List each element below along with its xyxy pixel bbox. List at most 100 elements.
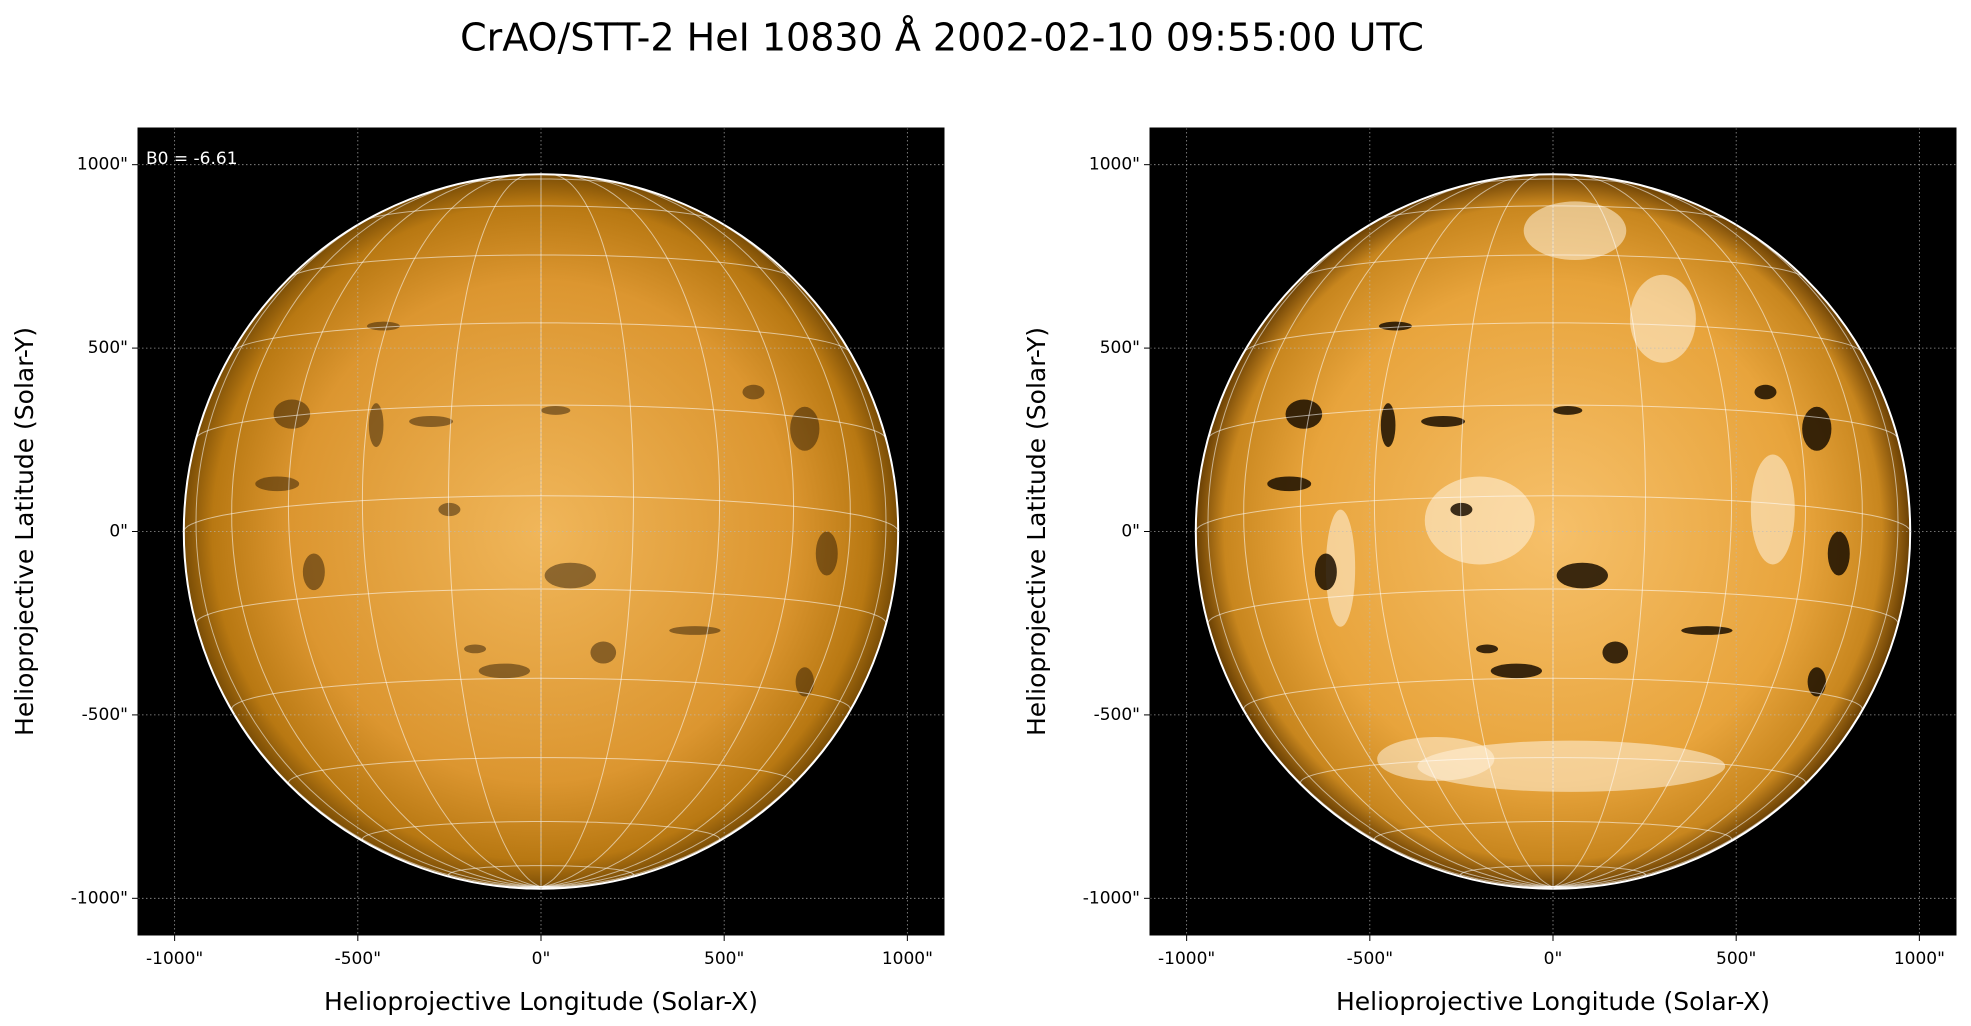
parallel	[1378, 205, 1728, 221]
y-tick-label: 0"	[109, 522, 128, 542]
filament	[409, 415, 454, 427]
x-axis-label: Helioprojective Longitude (Solar-X)	[1336, 987, 1770, 1016]
filament	[541, 406, 571, 415]
meridian	[540, 174, 635, 888]
x-tick-label: 0"	[532, 949, 551, 969]
meridian	[447, 174, 542, 888]
filament	[1476, 644, 1499, 654]
meridian	[195, 198, 542, 888]
filament	[1421, 415, 1466, 427]
filament	[478, 663, 531, 679]
bright-region	[1377, 736, 1495, 781]
meridian	[1243, 179, 1554, 888]
filament	[815, 531, 838, 576]
meridian	[1552, 174, 1733, 888]
filament	[544, 562, 596, 589]
filament	[1802, 406, 1832, 451]
y-tick-label: 500"	[88, 338, 128, 358]
parallel	[233, 322, 849, 352]
filament	[366, 321, 400, 331]
filament	[742, 384, 765, 400]
filament	[1267, 476, 1312, 492]
y-tick-label: 500"	[1100, 338, 1140, 358]
y-tick-label: -500"	[1094, 705, 1140, 725]
filament	[1681, 626, 1733, 635]
x-tick-label: 500"	[704, 949, 744, 969]
filament	[790, 406, 820, 451]
filament	[1314, 553, 1337, 591]
parallel	[1299, 757, 1807, 785]
meridian	[1552, 174, 1647, 888]
parallel	[1459, 865, 1647, 879]
parallel	[1245, 322, 1861, 352]
bright-region	[1325, 509, 1356, 627]
filament	[438, 502, 461, 517]
parallel	[456, 178, 626, 185]
filament	[464, 644, 487, 654]
meridian	[540, 179, 851, 888]
y-tick-label: 0"	[1121, 522, 1140, 542]
filament	[1285, 399, 1323, 429]
meridian	[1207, 198, 1554, 888]
bright-region	[1523, 201, 1627, 261]
filament	[1378, 321, 1412, 331]
filament	[669, 626, 721, 635]
meridian	[231, 179, 542, 888]
subplot: -1000" -500" 0" 500" 1000" -1000" -500" 0" 500" 1…	[10, 127, 945, 1016]
parallel	[366, 205, 716, 221]
bright-region	[1417, 740, 1726, 792]
x-tick-label: -1000"	[1158, 949, 1215, 969]
x-tick-label: -500"	[335, 949, 381, 969]
filament	[1553, 406, 1583, 415]
parallel	[231, 677, 851, 711]
annotation: B0 = -6.61	[146, 149, 238, 169]
filament	[302, 553, 325, 591]
x-tick-label: -1000"	[146, 949, 203, 969]
x-tick-label: -500"	[1347, 949, 1393, 969]
subplot: -1000" -500" 0" 500" 1000" -1000" -500" 0" 500" 1…	[1022, 127, 1957, 1016]
parallel	[1301, 254, 1805, 278]
parallel	[289, 254, 793, 278]
meridian	[1373, 174, 1554, 888]
filament	[273, 399, 311, 429]
bright-region	[1424, 476, 1535, 565]
parallel	[183, 495, 899, 532]
meridian	[540, 174, 721, 888]
filament	[1754, 384, 1777, 400]
filament	[1827, 531, 1850, 576]
y-axis-label: Helioprojective Latitude (Solar-Y)	[1022, 327, 1051, 736]
parallel	[1195, 495, 1911, 532]
x-tick-label: 1000"	[882, 949, 933, 969]
filament	[1602, 641, 1629, 664]
meridian	[1299, 176, 1554, 888]
filament	[368, 403, 384, 448]
filament	[1807, 667, 1826, 697]
parallel	[447, 865, 635, 879]
meridian	[1552, 176, 1807, 888]
parallel	[287, 757, 795, 785]
parallel	[1243, 677, 1863, 711]
x-tick-label: 500"	[1716, 949, 1756, 969]
figure-title: CrAO/STT-2 HeI 10830 Å 2002-02-10 09:55:…	[460, 16, 1424, 60]
meridian	[540, 198, 887, 888]
filament	[1380, 403, 1396, 448]
bright-region	[1750, 454, 1795, 565]
x-tick-label: 1000"	[1894, 949, 1945, 969]
y-tick-label: 1000"	[1089, 155, 1140, 175]
filament	[1450, 502, 1473, 517]
axes-frame	[1149, 127, 1957, 936]
y-axis-label: Helioprojective Latitude (Solar-Y)	[10, 327, 39, 736]
meridian	[1552, 179, 1863, 888]
y-tick-label: -1000"	[71, 888, 128, 908]
x-tick-label: 0"	[1544, 949, 1563, 969]
meridian	[287, 176, 542, 888]
meridian	[1552, 198, 1899, 888]
meridian	[361, 174, 542, 888]
y-tick-label: -500"	[82, 705, 128, 725]
filament	[1490, 663, 1543, 679]
meridian	[540, 176, 795, 888]
filament	[255, 476, 300, 492]
filament	[590, 641, 617, 664]
y-tick-label: -1000"	[1083, 888, 1140, 908]
filament	[795, 667, 814, 697]
